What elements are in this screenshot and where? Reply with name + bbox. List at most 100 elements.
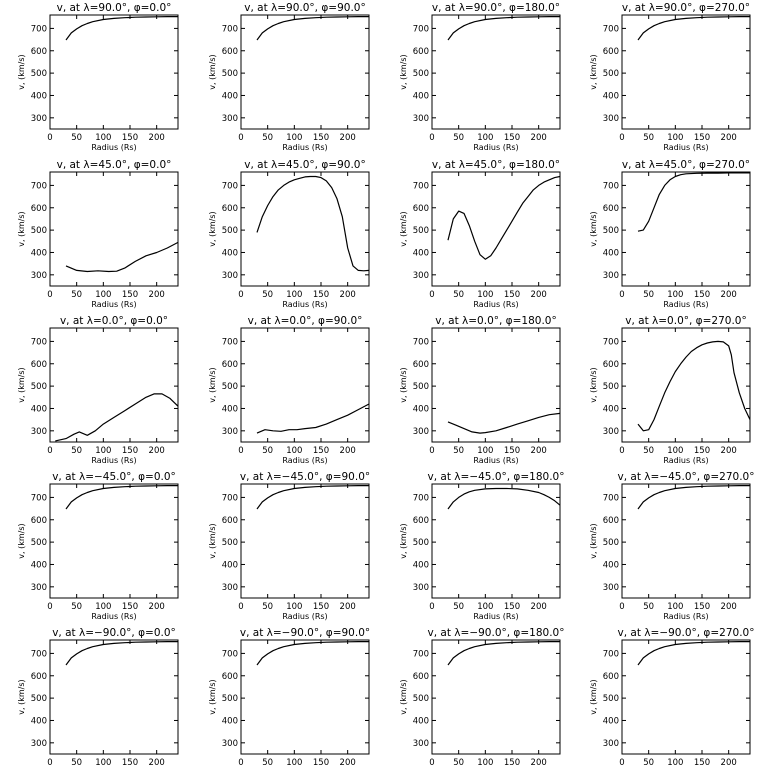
x-tick-label: 200 — [531, 758, 547, 768]
series-line — [256, 16, 369, 41]
y-tick-label: 300 — [413, 427, 429, 437]
y-tick-label: 600 — [603, 204, 619, 214]
y-tick-label: 500 — [413, 226, 429, 236]
y-tick-label: 500 — [31, 226, 47, 236]
y-tick-label: 600 — [413, 360, 429, 370]
x-tick-label: 200 — [721, 133, 737, 143]
x-tick-label: 100 — [286, 133, 302, 143]
x-tick-label: 100 — [667, 758, 683, 768]
y-tick-label: 500 — [222, 538, 238, 548]
x-tick-label: 100 — [286, 290, 302, 300]
y-tick-label: 600 — [603, 47, 619, 57]
y-axis-label: v, (km/s) — [17, 54, 26, 89]
y-tick-label: 600 — [413, 47, 429, 57]
chart-title: v, at λ=0.0°, φ=180.0° — [435, 315, 556, 327]
x-tick-label: 0 — [619, 133, 624, 143]
x-tick-label: 0 — [47, 758, 52, 768]
x-axis-label: Radius (Rs) — [663, 300, 708, 309]
y-tick-label: 600 — [413, 672, 429, 682]
y-tick-label: 600 — [603, 360, 619, 370]
y-tick-label: 700 — [31, 24, 47, 34]
y-tick-label: 700 — [413, 24, 429, 34]
chart-title: v, at λ=45.0°, φ=180.0° — [432, 159, 560, 171]
y-axis-label: v, (km/s) — [208, 679, 217, 714]
x-tick-label: 50 — [643, 290, 654, 300]
y-axis-label: v, (km/s) — [208, 54, 217, 89]
y-tick-label: 600 — [603, 516, 619, 526]
series-line — [447, 487, 561, 510]
y-tick-label: 300 — [222, 583, 238, 593]
x-tick-label: 200 — [340, 290, 356, 300]
x-tick-label: 0 — [238, 446, 243, 456]
y-tick-label: 600 — [31, 204, 47, 214]
series-line — [55, 393, 179, 442]
plot-frame — [431, 483, 561, 599]
y-tick-label: 700 — [603, 181, 619, 191]
x-tick-label: 150 — [313, 446, 329, 456]
plot-frame — [240, 483, 370, 599]
y-tick-label: 300 — [31, 583, 47, 593]
x-tick-label: 150 — [313, 602, 329, 612]
x-tick-label: 150 — [122, 133, 138, 143]
y-tick-label: 700 — [222, 24, 238, 34]
x-axis-label: Radius (Rs) — [473, 456, 518, 465]
plot-frame — [49, 14, 179, 130]
chart-title: v, at λ=−90.0°, φ=90.0° — [240, 627, 370, 639]
y-tick-label: 300 — [413, 271, 429, 281]
plot-frame — [621, 639, 751, 755]
x-tick-label: 200 — [340, 758, 356, 768]
plot-frame — [49, 483, 179, 599]
chart-title: v, at λ=−45.0°, φ=90.0° — [240, 471, 370, 483]
x-tick-label: 200 — [721, 602, 737, 612]
chart-title: v, at λ=0.0°, φ=90.0° — [248, 315, 363, 327]
x-axis-label: Radius (Rs) — [282, 456, 327, 465]
plot-frame — [621, 327, 751, 443]
y-tick-label: 300 — [603, 583, 619, 593]
x-tick-label: 150 — [122, 602, 138, 612]
x-tick-label: 50 — [453, 758, 464, 768]
chart-title: v, at λ=−90.0°, φ=0.0° — [52, 627, 176, 639]
x-tick-label: 100 — [95, 602, 111, 612]
x-tick-label: 0 — [429, 290, 434, 300]
y-tick-label: 500 — [31, 382, 47, 392]
x-axis-label: Radius (Rs) — [91, 456, 136, 465]
y-axis-label: v, (km/s) — [589, 211, 598, 246]
x-tick-label: 100 — [95, 446, 111, 456]
y-axis-label: v, (km/s) — [589, 523, 598, 558]
y-tick-label: 700 — [413, 337, 429, 347]
x-tick-label: 100 — [667, 290, 683, 300]
y-tick-label: 400 — [222, 248, 238, 258]
x-tick-label: 150 — [694, 290, 710, 300]
x-tick-label: 100 — [286, 758, 302, 768]
x-axis-label: Radius (Rs) — [91, 612, 136, 621]
y-tick-label: 400 — [222, 404, 238, 414]
plot-frame — [621, 171, 751, 287]
y-tick-label: 300 — [603, 114, 619, 124]
chart-panel-6: v, at λ=45.0°, φ=90.0° 0 50 100 150 200 300 400… — [208, 159, 370, 309]
x-tick-label: 50 — [262, 446, 273, 456]
plot-frame — [621, 14, 751, 130]
x-tick-label: 150 — [122, 446, 138, 456]
plot-frame — [431, 327, 561, 443]
plot-frame — [431, 171, 561, 287]
x-tick-label: 200 — [721, 758, 737, 768]
y-tick-label: 500 — [222, 226, 238, 236]
x-tick-label: 200 — [149, 133, 165, 143]
chart-title: v, at λ=−45.0°, φ=0.0° — [52, 471, 176, 483]
y-axis-label: v, (km/s) — [399, 679, 408, 714]
y-tick-label: 600 — [222, 204, 238, 214]
x-tick-label: 200 — [531, 602, 547, 612]
y-tick-label: 700 — [603, 24, 619, 34]
y-tick-label: 600 — [31, 47, 47, 57]
y-tick-label: 700 — [222, 337, 238, 347]
series-line — [447, 175, 561, 260]
chart-panel-19: v, at λ=−90.0°, φ=180.0° 0 50 100 150 200 300 4… — [399, 627, 564, 768]
y-tick-label: 500 — [603, 694, 619, 704]
y-tick-label: 500 — [413, 382, 429, 392]
x-tick-label: 150 — [694, 758, 710, 768]
x-tick-label: 50 — [453, 290, 464, 300]
y-tick-label: 700 — [222, 649, 238, 659]
y-tick-label: 500 — [413, 69, 429, 79]
y-axis-label: v, (km/s) — [17, 679, 26, 714]
y-tick-label: 700 — [222, 493, 238, 503]
